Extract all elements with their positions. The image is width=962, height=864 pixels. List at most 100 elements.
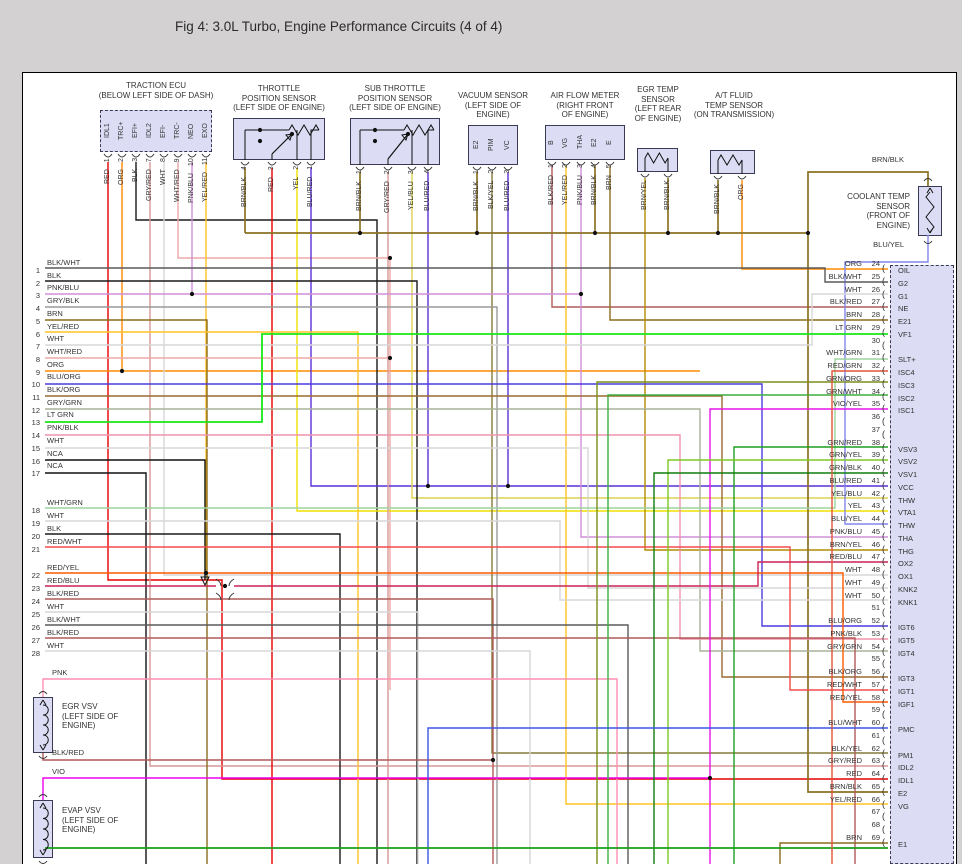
- left-pin-number: 8: [35, 355, 40, 364]
- wire-color-label: BLU/RED 4: [424, 170, 431, 212]
- right-pin-number: 67: [871, 807, 880, 816]
- wire-color-label: RED 1: [104, 158, 111, 184]
- left-pin-number: 21: [31, 545, 40, 554]
- right-pin-name: VG: [898, 802, 909, 811]
- right-pin-hook: (: [882, 799, 885, 809]
- pin-label-efi+: EFI+: [132, 123, 139, 139]
- right-pin-number: 55: [871, 654, 880, 663]
- right-pin-hook: (: [882, 289, 885, 299]
- right-pin-hook: (: [882, 595, 885, 605]
- right-pin-number: 28: [871, 310, 880, 319]
- right-pin-number: 58: [871, 693, 880, 702]
- right-pin-number: 51: [871, 603, 880, 612]
- wire-color-label: BRN/BLK 1: [473, 170, 480, 211]
- right-pin-hook: (: [882, 620, 885, 630]
- wire-color-label: PNK/BLU 10: [188, 158, 195, 203]
- right-pin-number: 54: [871, 642, 880, 651]
- evap-vsv-box: [33, 800, 53, 858]
- label-line: (ON TRANSMISSION): [693, 110, 775, 119]
- right-pin-name: VCC: [898, 483, 914, 492]
- wire-color-label: GRY/RED 2: [384, 170, 391, 213]
- right-pin-color-label: LT GRN: [835, 323, 862, 332]
- right-pin-name: NE: [898, 304, 909, 313]
- label-line: COOLANT TEMP: [847, 192, 910, 201]
- right-pin-color-label: BRN/YEL: [829, 540, 862, 549]
- egr-temp-sensor-label: EGR TEMP SENSOR (LEFT REAR OF ENGINE): [618, 85, 698, 123]
- right-pin-color-label: BLK/RED: [829, 297, 862, 306]
- right-pin-number: 48: [871, 565, 880, 574]
- right-pin-color-label: GRN/YEL: [829, 450, 862, 459]
- left-pin-number: 6: [35, 330, 40, 339]
- egr-vsv-bottom-wire-label: BLK/RED: [52, 748, 85, 757]
- pin-label-exo: EXO: [202, 123, 209, 139]
- right-pin-number: 43: [871, 501, 880, 510]
- left-pin-number: 25: [31, 610, 40, 619]
- right-pin-color-label: WHT: [844, 591, 862, 600]
- label-line: SENSOR: [876, 201, 910, 211]
- left-pin-color-label: RED/WHT: [47, 537, 82, 546]
- coolant-top-wire-label: BRN/BLK: [871, 155, 904, 164]
- left-pin-number: 22: [31, 571, 40, 580]
- right-pin-color-label: RED/YEL: [829, 693, 862, 702]
- left-pin-number: 15: [31, 444, 40, 453]
- wire-color-label: BLU/RED 1: [307, 166, 314, 208]
- label-line: ENGINE): [476, 110, 510, 119]
- right-pin-hook: (: [882, 773, 885, 783]
- wire-color-label: ORG 2: [118, 158, 125, 185]
- right-pin-number: 53: [871, 629, 880, 638]
- right-pin-color-label: WHT/GRN: [826, 348, 862, 357]
- pin-label-tha: THA: [577, 135, 584, 150]
- left-pin-color-label: WHT: [47, 511, 65, 520]
- right-pin-number: 49: [871, 578, 880, 587]
- wire-color-label: YEL/BLU 3: [408, 170, 415, 210]
- label-line: POSITION SENSOR: [357, 93, 433, 103]
- right-pin-hook: (: [882, 314, 885, 324]
- label-line: ENGINE): [876, 220, 910, 230]
- right-pin-name: THW: [898, 521, 916, 530]
- right-pin-name: IGT5: [898, 636, 915, 645]
- label-line: (RIGHT FRONT: [556, 100, 614, 110]
- egr-vsv-label: EGR VSV (LEFT SIDE OF ENGINE): [62, 702, 142, 731]
- left-pin-number: 20: [31, 532, 40, 541]
- label-line: TRACTION ECU: [126, 81, 186, 90]
- right-pin-number: 66: [871, 795, 880, 804]
- right-pin-number: 63: [871, 756, 880, 765]
- wire-color-label: BRN/BLK 4: [241, 166, 248, 207]
- right-pin-color-label: GRY/RED: [827, 756, 862, 765]
- right-pin-name: IGT4: [898, 649, 915, 658]
- right-pin-hook: (: [882, 340, 885, 350]
- right-pin-hook: (: [882, 671, 885, 681]
- left-pin-number: 12: [31, 406, 40, 415]
- label-line: ENGINE): [62, 825, 96, 834]
- right-pin-color-label: BRN/BLK: [829, 782, 862, 791]
- right-pin-hook: (: [882, 531, 885, 541]
- left-pin-number: 10: [31, 380, 40, 389]
- right-pin-number: 61: [871, 731, 880, 740]
- wire-color-label: WHT 8: [160, 158, 167, 185]
- right-pin-color-label: YEL: [847, 501, 862, 510]
- left-pin-color-label: BLK: [47, 524, 62, 533]
- right-pin-name: KNK1: [898, 598, 918, 607]
- traction-ecu-label: TRACTION ECU (BELOW LEFT SIDE OF DASH): [92, 81, 220, 100]
- title-bar: Fig 4: 3.0L Turbo, Engine Performance Ci…: [0, 0, 962, 57]
- left-pin-color-label: BLK/WHT: [47, 258, 81, 267]
- right-pin-name: VTA1: [898, 508, 917, 517]
- label-line: (LEFT SIDE OF: [464, 100, 522, 110]
- right-pin-number: 45: [871, 527, 880, 536]
- right-pin-hook: (: [882, 748, 885, 758]
- left-pin-color-label: LT GRN: [47, 410, 74, 419]
- left-pin-color-label: WHT/RED: [47, 347, 82, 356]
- right-pin-name: IGT6: [898, 623, 915, 632]
- right-pin-hook: (: [882, 582, 885, 592]
- pin-label-trc+: TRC+: [118, 121, 125, 141]
- right-pin-color-label: GRN/RED: [827, 438, 862, 447]
- right-pin-number: 40: [871, 463, 880, 472]
- right-pin-number: 35: [871, 399, 880, 408]
- right-pin-hook: (: [882, 276, 885, 286]
- right-pin-hook: (: [882, 378, 885, 388]
- left-pin-number: 23: [31, 584, 40, 593]
- left-pin-number: 14: [31, 431, 40, 440]
- right-pin-color-label: WHT: [844, 565, 862, 574]
- right-pin-name: VF1: [898, 330, 912, 339]
